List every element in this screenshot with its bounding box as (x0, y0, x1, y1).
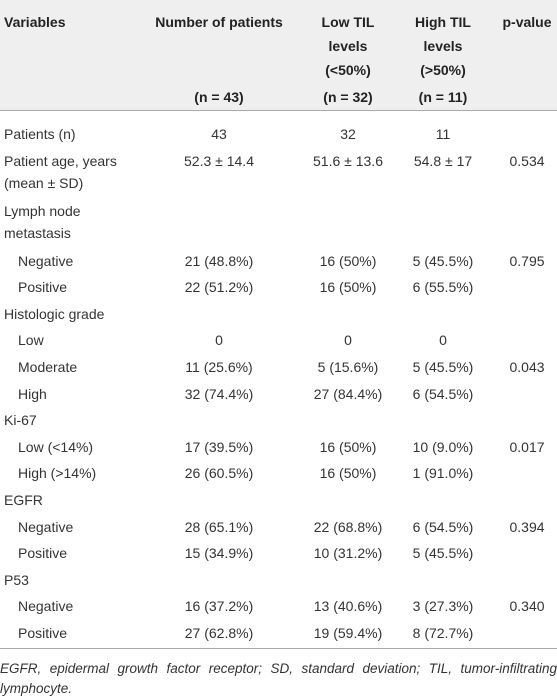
cell-value: 16 (50%) (319, 438, 377, 455)
row-label: Histologic grade (4, 305, 105, 322)
cell-value: 0.534 (509, 152, 545, 169)
cell-value: 8 (72.7%) (412, 625, 474, 641)
cell-value: 6 (54.5%) (412, 385, 474, 402)
cell-value: 32 (74.4%) (184, 385, 254, 402)
row-label: Patient age, years (mean ± SD) (4, 152, 117, 191)
header-n: (n = 32) (323, 89, 373, 105)
header-cell: Number of patients (155, 14, 283, 30)
cell-value: 0 (344, 332, 352, 349)
cell-value: 6 (54.5%) (412, 518, 474, 535)
cell-value: 27 (84.4%) (313, 385, 383, 402)
cell-value: 22 (51.2%) (184, 279, 254, 296)
row-label: Low (<14%) (18, 438, 94, 455)
cell-value: 26 (60.5%) (184, 465, 254, 482)
cell-value: 11 (25.6%) (185, 359, 253, 375)
row-label: Patients (n) (4, 126, 76, 142)
cell-value: 16 (50%) (319, 252, 377, 269)
cell-value: 21 (48.8%) (184, 252, 254, 269)
row-label: Negative (18, 518, 74, 535)
cell-value: 5 (15.6%) (317, 359, 379, 375)
row-label: High (18, 385, 47, 402)
cell-value: 52.3 ± 14.4 (184, 152, 254, 169)
row-label: Positive (18, 545, 68, 562)
cell-value: 6 (55.5%) (412, 279, 474, 296)
header-cell: (>50%) (420, 62, 466, 78)
cell-value: 3 (27.3%) (412, 598, 474, 615)
cell-value: 0 (439, 332, 447, 349)
cell-value: 22 (68.8%) (313, 518, 383, 535)
header-cell: levels (328, 38, 368, 54)
cell-value: 54.8 ± 17 (413, 152, 473, 169)
cell-value: 0.340 (509, 598, 545, 615)
cell-value: 5 (45.5%) (412, 252, 474, 269)
cell-value: 0.043 (509, 359, 545, 375)
row-label: EGFR (4, 492, 43, 508)
row-label: High (>14%) (18, 465, 97, 482)
header-cell: Low TIL (321, 14, 375, 30)
cell-value: 15 (34.9%) (184, 545, 254, 562)
header-cell: Variables (4, 14, 66, 30)
cell-value: 0.795 (509, 252, 545, 269)
cell-value: 5 (45.5%) (412, 545, 474, 562)
header-n: (n = 11) (418, 89, 468, 105)
cell-value: 10 (9.0%) (412, 438, 474, 455)
cell-value: 0.394 (509, 518, 545, 535)
cell-value: 28 (65.1%) (184, 518, 254, 535)
row-label: Positive (18, 279, 68, 296)
cell-value: 13 (40.6%) (313, 598, 383, 615)
cell-value: 43 (211, 126, 227, 142)
header-cell: p-value (502, 14, 552, 30)
cell-value: 17 (39.5%) (184, 438, 254, 455)
row-label: Low (18, 332, 44, 349)
cell-value: 32 (340, 126, 356, 142)
cell-value: 5 (45.5%) (412, 359, 474, 375)
row-label: Negative (18, 598, 74, 615)
cell-value: 19 (59.4%) (313, 625, 383, 641)
cell-value: 0 (215, 332, 223, 349)
row-label: P53 (4, 571, 29, 588)
bottom-rule (0, 648, 557, 649)
row-label: Positive (18, 625, 68, 641)
cell-value: 16 (50%) (319, 279, 377, 296)
header-background (0, 0, 557, 111)
header-cell: High TIL (415, 14, 471, 30)
row-label: Moderate (18, 359, 78, 375)
cell-value: 11 (435, 126, 451, 142)
header-cell: levels (423, 38, 463, 54)
cell-value: 16 (37.2%) (184, 598, 254, 615)
cell-value: 1 (91.0%) (412, 465, 474, 482)
cell-value: 51.6 ± 13.6 (313, 152, 383, 169)
cell-value: 10 (31.2%) (313, 545, 383, 562)
footnote: EGFR, epidermal growth factor receptor; … (0, 661, 557, 696)
row-label: Ki-67 (4, 412, 37, 429)
cell-value: 16 (50%) (319, 465, 377, 482)
cell-value: 27 (62.8%) (184, 625, 254, 641)
row-label: Lymph node metastasis (4, 202, 81, 241)
row-label: Negative (18, 252, 74, 269)
header-n: (n = 43) (194, 89, 244, 105)
header-cell: (<50%) (325, 62, 371, 78)
cell-value: 0.017 (509, 438, 545, 455)
